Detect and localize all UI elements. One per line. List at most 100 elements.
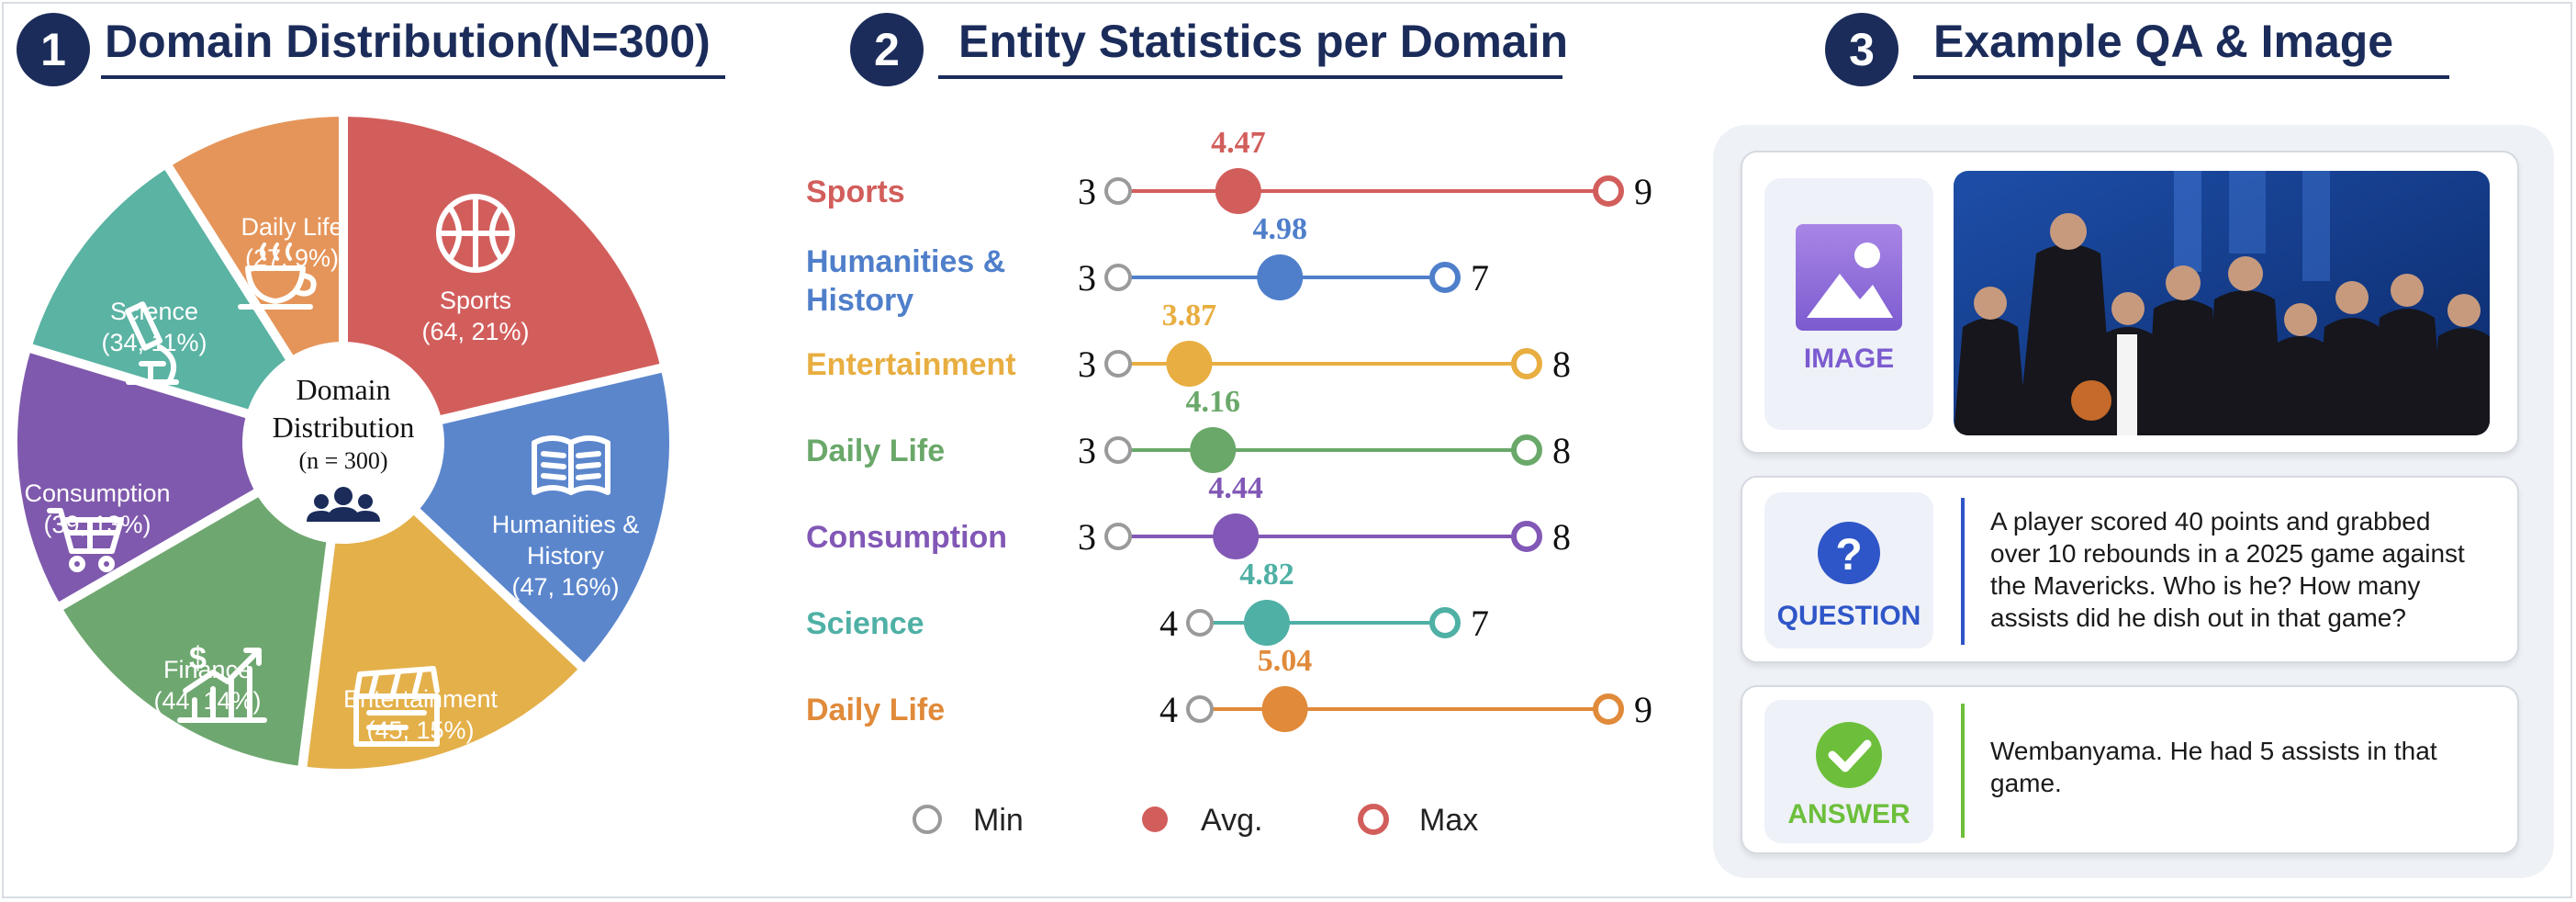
question-card: ? QUESTION A player scored 40 points and… bbox=[1741, 476, 2519, 663]
min-value-label: 4 bbox=[1159, 689, 1178, 730]
question-accent-bar bbox=[1961, 498, 1965, 645]
image-label: IMAGE bbox=[1803, 344, 1895, 374]
section-underline bbox=[938, 75, 1562, 79]
legend-entry: Avg. bbox=[1142, 803, 1262, 838]
max-value-label: 9 bbox=[1634, 171, 1652, 212]
question-text: A player scored 40 points and grabbed ov… bbox=[1990, 507, 2465, 632]
avg-point bbox=[1257, 254, 1304, 300]
legend-entry: Min bbox=[913, 803, 1024, 838]
slice-label-name: Consumption bbox=[24, 479, 170, 507]
min-point bbox=[1186, 609, 1214, 637]
chart-row: Science 4 7 4.82 bbox=[806, 558, 1489, 646]
section-number-badge: 3 bbox=[1825, 13, 1898, 86]
section-number-badge: 1 bbox=[17, 13, 90, 86]
slice-label-count: (45, 15%) bbox=[366, 716, 474, 744]
users-icon bbox=[307, 487, 380, 522]
slice-label-name: Humanities & bbox=[492, 511, 640, 538]
pie-icons: $ bbox=[47, 194, 610, 747]
answer-card: ANSWER Wembanyama. He had 5 assists in t… bbox=[1741, 685, 2519, 854]
slice-label-count: (34, 11%) bbox=[101, 329, 207, 356]
min-point bbox=[1104, 523, 1132, 550]
min-point bbox=[1104, 264, 1132, 291]
max-point bbox=[1429, 262, 1461, 293]
avg-value-label: 3.87 bbox=[1162, 299, 1217, 333]
book-icon bbox=[532, 435, 610, 495]
max-point bbox=[1429, 607, 1461, 638]
max-point bbox=[1593, 175, 1624, 207]
section-header-entity-statistics: 2 Entity Statistics per Domain bbox=[850, 11, 1569, 86]
question-mark-icon: ? bbox=[1818, 522, 1880, 584]
avg-point bbox=[1190, 427, 1237, 473]
slice-label-name: Daily Life bbox=[241, 213, 342, 241]
clapperboard-icon bbox=[353, 666, 440, 747]
slice-label-name: Sports bbox=[440, 287, 511, 314]
category-label: Humanities & bbox=[806, 244, 1005, 279]
max-point bbox=[1593, 693, 1624, 725]
example-qa-panel: IMAGE bbox=[1713, 125, 2554, 878]
section-underline bbox=[1913, 75, 2449, 79]
slice-label-count: (64, 21%) bbox=[421, 318, 529, 345]
avg-point bbox=[1213, 513, 1260, 559]
section-header-example-qa: 3 Example QA & Image bbox=[1825, 11, 2468, 86]
slice-label-name: Science bbox=[110, 298, 198, 325]
legend-label: Min bbox=[973, 803, 1024, 838]
min-point bbox=[1186, 695, 1214, 723]
min-value-label: 3 bbox=[1078, 257, 1096, 299]
avg-value-label: 4.82 bbox=[1239, 558, 1294, 592]
min-value-label: 3 bbox=[1078, 516, 1096, 558]
min-value-label: 3 bbox=[1078, 430, 1096, 471]
section-title: Domain Distribution(N=300) bbox=[105, 16, 711, 67]
avg-value-label: 4.98 bbox=[1252, 212, 1307, 246]
slice-label-count: (47, 16%) bbox=[511, 573, 619, 601]
min-point bbox=[1104, 177, 1132, 205]
pie-slice bbox=[8, 341, 355, 614]
category-label: Science bbox=[806, 606, 924, 641]
answer-accent-bar bbox=[1961, 704, 1965, 838]
max-value-label: 9 bbox=[1634, 689, 1652, 730]
slice-label-count: (27, 9%) bbox=[245, 244, 339, 272]
question-label: QUESTION bbox=[1776, 601, 1921, 631]
legend-avg-marker bbox=[1142, 806, 1168, 832]
basketball-icon bbox=[436, 194, 515, 273]
domain-pie-chart: $ Sports (64, 21%) Humanities & History … bbox=[8, 107, 678, 778]
chart-rows: Sports 3 9 4.47 Humanities & History 3 7 4.98 Ent… bbox=[806, 126, 1652, 732]
photo-thumbnail bbox=[1954, 171, 2490, 435]
category-label: Consumption bbox=[806, 520, 1007, 555]
max-value-label: 8 bbox=[1552, 516, 1571, 558]
microscope-icon bbox=[125, 301, 179, 385]
answer-tile: ANSWER bbox=[1764, 700, 1933, 843]
avg-point bbox=[1261, 686, 1308, 732]
chart-row: Sports 3 9 4.47 bbox=[806, 126, 1652, 214]
check-icon bbox=[1816, 722, 1882, 788]
legend-label: Avg. bbox=[1201, 803, 1262, 838]
chart-row: Consumption 3 8 4.44 bbox=[806, 471, 1571, 559]
legend-max-marker bbox=[1358, 804, 1389, 835]
svg-text:?: ? bbox=[1835, 531, 1862, 580]
min-point bbox=[1104, 436, 1132, 464]
section-title: Entity Statistics per Domain bbox=[958, 16, 1569, 67]
image-card: IMAGE bbox=[1741, 151, 2519, 454]
pie-slice bbox=[50, 434, 350, 776]
shopping-cart-icon bbox=[47, 508, 124, 572]
chart-legend: Min Avg. Max bbox=[913, 803, 1478, 838]
slice-label-name: History bbox=[527, 542, 605, 569]
avg-point bbox=[1215, 168, 1261, 214]
growth-chart-icon: $ bbox=[177, 641, 267, 723]
avg-value-label: 5.04 bbox=[1258, 644, 1313, 678]
slice-label-name: Finance bbox=[163, 656, 252, 683]
section-header-domain-distribution: 1 Domain Distribution(N=300) bbox=[17, 11, 733, 86]
chart-row: Humanities & History 3 7 4.98 bbox=[806, 212, 1489, 318]
avg-value-label: 4.16 bbox=[1185, 385, 1240, 419]
slice-label-count: (44, 14%) bbox=[153, 687, 261, 715]
avg-point bbox=[1243, 600, 1290, 646]
min-value-label: 4 bbox=[1159, 603, 1178, 644]
pie-center-disc bbox=[242, 342, 444, 544]
answer-label: ANSWER bbox=[1787, 799, 1910, 829]
avg-point bbox=[1166, 341, 1213, 387]
category-label: History bbox=[806, 283, 913, 318]
pie-slice bbox=[339, 107, 671, 449]
category-label: Entertainment bbox=[806, 347, 1016, 382]
pie-center-title: Distribution bbox=[273, 411, 415, 444]
max-value-label: 7 bbox=[1471, 257, 1489, 299]
